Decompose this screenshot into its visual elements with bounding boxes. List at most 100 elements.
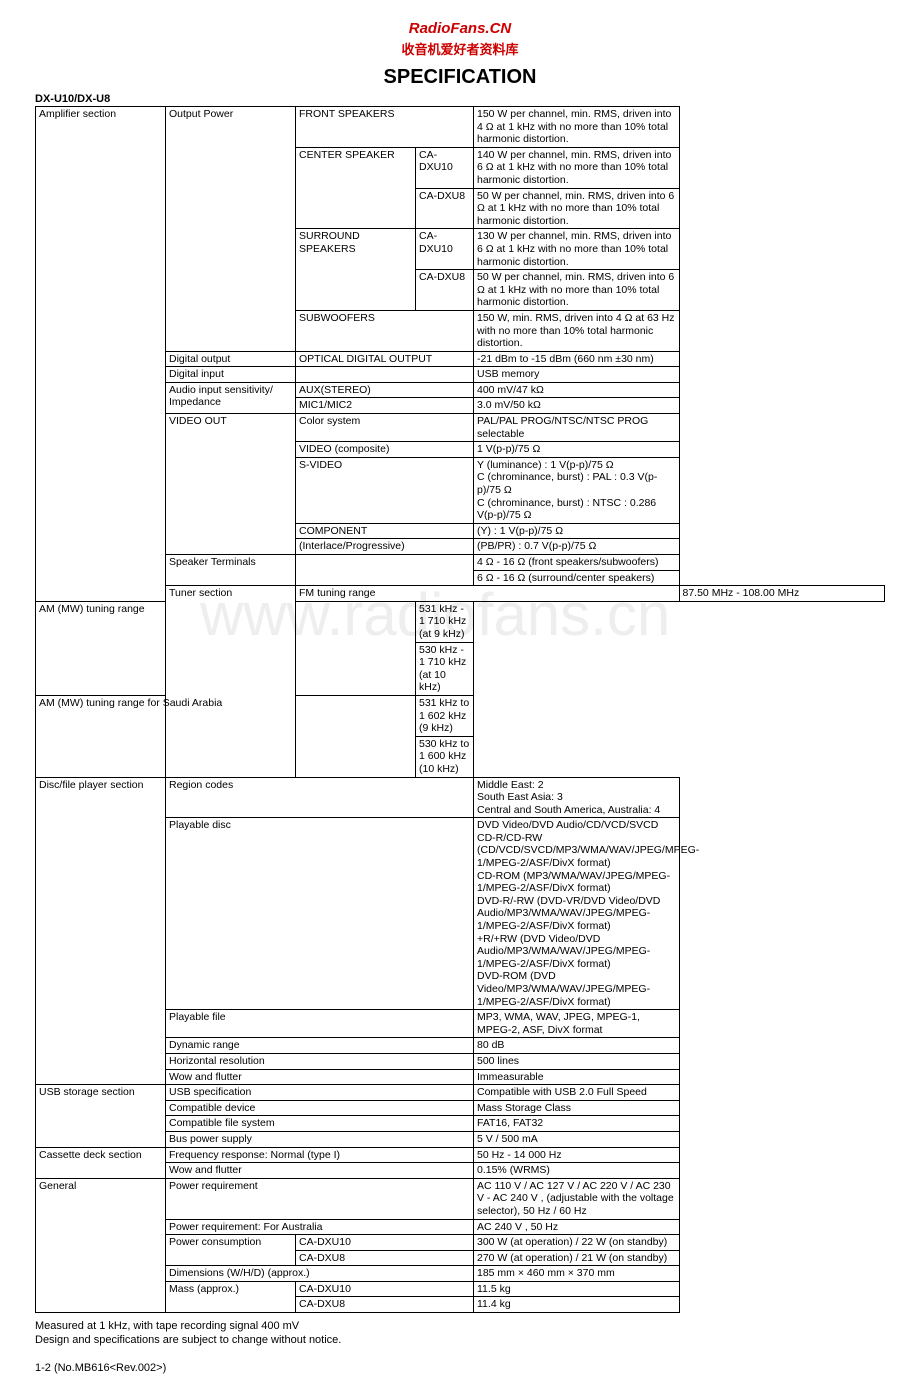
value-cell: 531 kHz to 1 602 kHz (9 kHz) — [416, 695, 474, 736]
model-label: DX-U10/DX-U8 — [35, 93, 885, 105]
table-row: AM (MW) tuning range531 kHz - 1 710 kHz … — [36, 601, 885, 642]
sub-cell: CA-DXU8 — [296, 1297, 474, 1313]
param-cell: Power requirement: For Australia — [166, 1219, 474, 1235]
value-cell: AC 110 V / AC 127 V / AC 220 V / AC 230 … — [474, 1178, 680, 1219]
param-cell: USB specification — [166, 1085, 474, 1101]
section-cell: Cassette deck section — [36, 1147, 166, 1178]
value-cell: AC 240 V , 50 Hz — [474, 1219, 680, 1235]
sub-cell: CENTER SPEAKER — [296, 147, 416, 229]
param-cell: Region codes — [166, 777, 474, 818]
value-cell: 270 W (at operation) / 21 W (on standby) — [474, 1250, 680, 1266]
value-cell: -21 dBm to -15 dBm (660 nm ±30 nm) — [474, 351, 680, 367]
value-cell: 50 W per channel, min. RMS, driven into … — [474, 270, 680, 311]
param-cell: Dimensions (W/H/D) (approx.) — [166, 1266, 474, 1282]
value-cell: 1 V(p-p)/75 Ω — [474, 442, 680, 458]
value-cell: (Y) : 1 V(p-p)/75 Ω — [474, 523, 680, 539]
value-cell: Mass Storage Class — [474, 1100, 680, 1116]
sub-cell: AUX(STEREO) — [296, 382, 474, 398]
param-cell: Bus power supply — [166, 1131, 474, 1147]
value-cell: DVD Video/DVD Audio/CD/VCD/SVCD CD-R/CD-… — [474, 818, 680, 1010]
param-cell: VIDEO OUT — [166, 414, 296, 555]
value-cell: 140 W per channel, min. RMS, driven into… — [474, 147, 680, 188]
sub-cell: CA-DXU10 — [296, 1281, 474, 1297]
sub-cell — [296, 555, 474, 586]
param-cell: Frequency response: Normal (type I) — [166, 1147, 474, 1163]
section-cell: General — [36, 1178, 166, 1312]
value-cell: 500 lines — [474, 1053, 680, 1069]
value-cell: 11.5 kg — [474, 1281, 680, 1297]
value-cell: 150 W per channel, min. RMS, driven into… — [474, 107, 680, 148]
value-cell: (PB/PR) : 0.7 V(p-p)/75 Ω — [474, 539, 680, 555]
value-cell: 50 Hz - 14 000 Hz — [474, 1147, 680, 1163]
param-cell: Wow and flutter — [166, 1163, 474, 1179]
sub-cell: VIDEO (composite) — [296, 442, 474, 458]
param-cell: Speaker Terminals — [166, 555, 296, 586]
sub-cell: CA-DXU10 — [296, 1235, 474, 1251]
param-cell: Audio input sensitivity/ Impedance — [166, 382, 296, 413]
section-cell: Disc/file player section — [36, 777, 166, 1085]
value-cell: USB memory — [474, 367, 680, 383]
param-cell: Mass (approx.) — [166, 1281, 296, 1312]
section-cell: USB storage section — [36, 1085, 166, 1147]
param-cell: Output Power — [166, 107, 296, 352]
notes: Measured at 1 kHz, with tape recording s… — [35, 1319, 885, 1348]
value-cell: 0.15% (WRMS) — [474, 1163, 680, 1179]
param-cell: Power requirement — [166, 1178, 474, 1219]
value-cell: 11.4 kg — [474, 1297, 680, 1313]
variant-cell: CA-DXU10 — [416, 147, 474, 188]
value-cell: 87.50 MHz - 108.00 MHz — [679, 586, 885, 602]
value-cell: PAL/PAL PROG/NTSC/NTSC PROG selectable — [474, 414, 680, 442]
param-cell: Compatible file system — [166, 1116, 474, 1132]
param-cell: Playable disc — [166, 818, 474, 1010]
value-cell: 4 Ω - 16 Ω (front speakers/subwoofers) — [474, 555, 680, 571]
value-cell: MP3, WMA, WAV, JPEG, MPEG-1, MPEG-2, ASF… — [474, 1010, 680, 1038]
sub-cell: SUBWOOFERS — [296, 310, 474, 351]
value-cell: 530 kHz - 1 710 kHz (at 10 kHz) — [416, 642, 474, 695]
page-title: SPECIFICATION — [35, 66, 885, 89]
value-cell: 6 Ω - 16 Ω (surround/center speakers) — [474, 570, 680, 586]
param-cell: Horizontal resolution — [166, 1053, 474, 1069]
value-cell: 185 mm × 460 mm × 370 mm — [474, 1266, 680, 1282]
value-cell: Y (luminance) : 1 V(p-p)/75 Ω C (chromin… — [474, 457, 680, 523]
value-cell: 300 W (at operation) / 22 W (on standby) — [474, 1235, 680, 1251]
param-cell: Dynamic range — [166, 1038, 474, 1054]
param-cell: Playable file — [166, 1010, 474, 1038]
sub-cell: SURROUND SPEAKERS — [296, 229, 416, 311]
sub-cell: (Interlace/Progressive) — [296, 539, 474, 555]
table-row: USB storage sectionUSB specificationComp… — [36, 1085, 885, 1101]
sub-cell: OPTICAL DIGITAL OUTPUT — [296, 351, 474, 367]
variant-cell: CA-DXU8 — [416, 188, 474, 229]
sub-cell: MIC1/MIC2 — [296, 398, 474, 414]
value-cell: 5 V / 500 mA — [474, 1131, 680, 1147]
param-cell: Digital output — [166, 351, 296, 367]
sub-cell: COMPONENT — [296, 523, 474, 539]
section-cell: Amplifier section — [36, 107, 166, 602]
param-cell: Wow and flutter — [166, 1069, 474, 1085]
table-row: Disc/file player sectionRegion codesMidd… — [36, 777, 885, 818]
param-cell: FM tuning range — [296, 586, 680, 602]
value-cell: 3.0 mV/50 kΩ — [474, 398, 680, 414]
variant-cell: CA-DXU8 — [416, 270, 474, 311]
sub-cell: CA-DXU8 — [296, 1250, 474, 1266]
value-cell: Immeasurable — [474, 1069, 680, 1085]
site-subtitle: 收音机爱好者资料库 — [35, 39, 885, 58]
sub-cell: Color system — [296, 414, 474, 442]
param-cell: Compatible device — [166, 1100, 474, 1116]
table-row: Cassette deck sectionFrequency response:… — [36, 1147, 885, 1163]
variant-cell: CA-DXU10 — [416, 229, 474, 270]
spec-table: Amplifier sectionOutput PowerFRONT SPEAK… — [35, 106, 885, 1313]
value-cell: 400 mV/47 kΩ — [474, 382, 680, 398]
sub-cell — [296, 367, 474, 383]
value-cell: Middle East: 2 South East Asia: 3 Centra… — [474, 777, 680, 818]
value-cell: 50 W per channel, min. RMS, driven into … — [474, 188, 680, 229]
sub-cell: FRONT SPEAKERS — [296, 107, 474, 148]
value-cell: 150 W, min. RMS, driven into 4 Ω at 63 H… — [474, 310, 680, 351]
param-cell: Power consumption — [166, 1235, 296, 1266]
value-cell: 530 kHz to 1 600 kHz (10 kHz) — [416, 736, 474, 777]
page-footer: 1-2 (No.MB616<Rev.002>) — [35, 1362, 885, 1374]
table-row: Amplifier sectionOutput PowerFRONT SPEAK… — [36, 107, 885, 148]
sub-cell: S-VIDEO — [296, 457, 474, 523]
site-title: RadioFans.CN — [35, 20, 885, 37]
value-cell: Compatible with USB 2.0 Full Speed — [474, 1085, 680, 1101]
param-cell: AM (MW) tuning range for Saudi Arabia — [36, 695, 416, 777]
